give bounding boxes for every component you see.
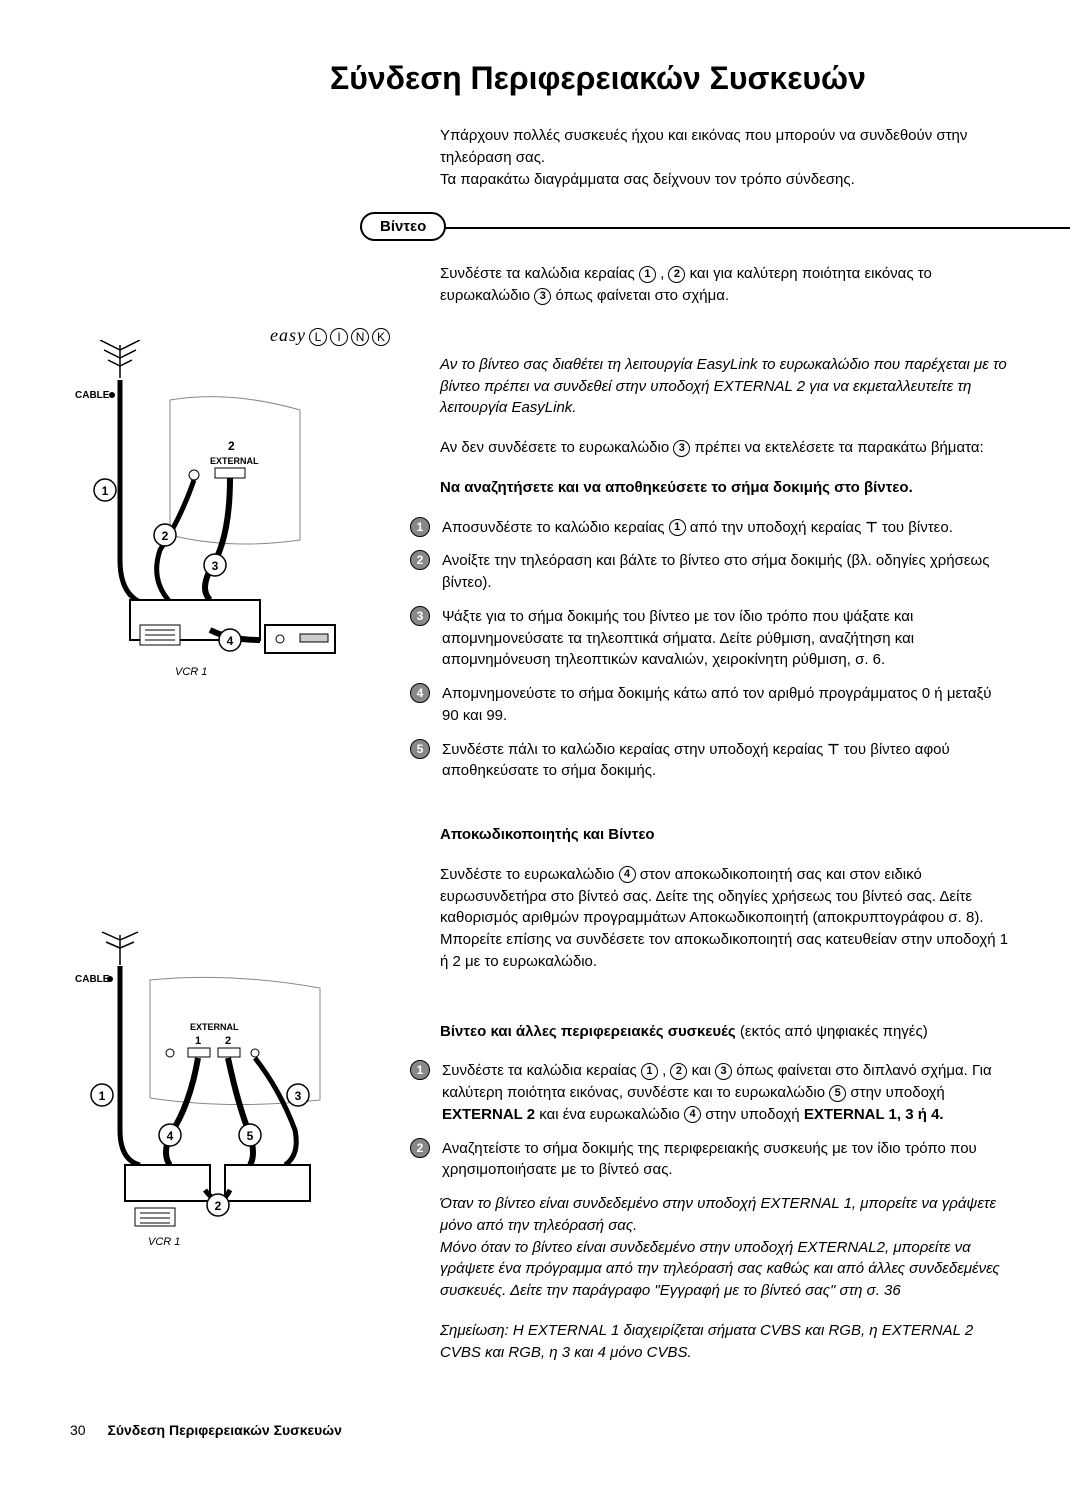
others-heading: Βίντεο και άλλες περιφερειακές συσκευές … — [440, 1021, 1010, 1043]
d1-m4: 4 — [227, 634, 234, 648]
marker-2-icon: 2 — [668, 266, 685, 283]
o1-m5-icon: 5 — [829, 1085, 846, 1102]
antenna-socket-icon: ⊤ — [866, 517, 878, 537]
others-heading-b: (εκτός από ψηφιακές πηγές) — [740, 1023, 928, 1040]
d1-m3: 3 — [212, 559, 219, 573]
decoder-p: Συνδέστε το ευρωκαλώδιο 4 στον αποκωδικο… — [440, 864, 1010, 973]
step1-c: του βίντεο. — [882, 519, 953, 536]
page-footer: 30 Σύνδεση Περιφερειακών Συσκευών — [70, 1422, 342, 1438]
others-heading-a: Βίντεο και άλλες περιφερειακές συσκευές — [440, 1023, 740, 1040]
video-p4: Να αναζητήσετε και να αποθηκεύσετε το σή… — [440, 477, 1010, 499]
decoder-heading: Αποκωδικοποιητής και Βίντεο — [440, 824, 1010, 846]
step1-b: από την υποδοχή κεραίας — [690, 519, 866, 536]
d1-m1: 1 — [102, 484, 109, 498]
step3-text: Ψάξτε για το σήμα δοκιμής του βίντεο με … — [442, 606, 1010, 671]
others-note1: Όταν το βίντεο είναι συνδεδεμένο στην υπ… — [440, 1193, 1010, 1302]
d2-external: EXTERNAL — [190, 1022, 239, 1032]
video-steps: 1 Αποσυνδέστε το καλώδιο κεραίας 1 από τ… — [410, 517, 1010, 783]
o1-b: , — [662, 1062, 670, 1079]
step-marker-3-icon: 3 — [410, 606, 430, 626]
d2-cable-label: CABLE — [75, 974, 110, 985]
page-number: 30 — [70, 1422, 86, 1438]
d2-vcr: VCR 1 — [148, 1236, 180, 1248]
video-step-1: 1 Αποσυνδέστε το καλώδιο κεραίας 1 από τ… — [410, 517, 1010, 539]
video-p3-b: πρέπει να εκτελέσετε τα παρακάτω βήματα: — [695, 439, 984, 456]
o1-m1-icon: 1 — [641, 1063, 658, 1080]
video-p3: Αν δεν συνδέσετε το ευρωκαλώδιο 3 πρέπει… — [440, 437, 1010, 459]
diagram2-svg-icon: CABLE EXTERNAL 1 2 1 3 4 5 2 — [70, 930, 350, 1270]
section-tab-video: Βίντεο — [360, 212, 446, 241]
o1-f: και ένα ευρωκαλώδιο — [539, 1106, 684, 1123]
d2-m5: 5 — [247, 1129, 254, 1143]
o1-c: και — [692, 1062, 716, 1079]
video-step-3: 3 Ψάξτε για το σήμα δοκιμής του βίντεο μ… — [410, 606, 1010, 671]
step5-a: Συνδέστε πάλι το καλώδιο κεραίας στην υπ… — [442, 741, 827, 758]
d2-m4: 4 — [167, 1129, 174, 1143]
video-step-5: 5 Συνδέστε πάλι το καλώδιο κεραίας στην … — [410, 739, 1010, 783]
d1-m2: 2 — [162, 529, 169, 543]
o1-g: στην υποδοχή — [705, 1106, 804, 1123]
intro-line-2: Τα παρακάτω διαγράμματα σας δείχνουν τον… — [440, 169, 1010, 191]
d1-port2: 2 — [228, 439, 235, 453]
video-p1-b: , — [660, 265, 668, 282]
others-steps: 1 Συνδέστε τα καλώδια κεραίας 1 , 2 και … — [410, 1060, 1010, 1181]
others-note2: Σημείωση: Η EXTERNAL 1 διαχειρίζεται σήμ… — [440, 1320, 1010, 1364]
d2-m2: 2 — [215, 1199, 222, 1213]
video-step-4: 4 Απομνημονεύστε το σήμα δοκιμής κάτω απ… — [410, 683, 1010, 727]
o1-m4-icon: 4 — [684, 1106, 701, 1123]
easylink-label: easy L I N K — [270, 325, 1010, 346]
intro-block: Υπάρχουν πολλές συσκευές ήχου και εικόνα… — [440, 125, 1010, 190]
page-title: Σύνδεση Περιφερειακών Συσκευών — [330, 60, 1010, 97]
video-p3-a: Αν δεν συνδέσετε το ευρωκαλώδιο — [440, 439, 673, 456]
easylink-N-icon: N — [351, 328, 369, 346]
step1-a: Αποσυνδέστε το καλώδιο κεραίας — [442, 519, 669, 536]
marker-1-icon: 1 — [639, 266, 656, 283]
video-p1: Συνδέστε τα καλώδια κεραίας 1 , 2 και γι… — [440, 263, 1010, 307]
footer-title: Σύνδεση Περιφερειακών Συσκευών — [107, 1422, 341, 1438]
d1-cable-label: CABLE — [75, 390, 110, 401]
decoder-p-a: Συνδέστε το ευρωκαλώδιο — [440, 866, 619, 883]
d1-external: EXTERNAL — [210, 456, 259, 466]
video-p2: Αν το βίντεο σας διαθέτει τη λειτουργία … — [440, 354, 1010, 419]
d2-m1: 1 — [99, 1089, 106, 1103]
step4-text: Απομνημονεύστε το σήμα δοκιμής κάτω από … — [442, 683, 1010, 727]
section-tab-row: Βίντεο — [360, 212, 1010, 241]
o1-a: Συνδέστε τα καλώδια κεραίας — [442, 1062, 641, 1079]
o1-m3-icon: 3 — [715, 1063, 732, 1080]
marker-3-icon: 3 — [534, 288, 551, 305]
connection-diagram-2: CABLE EXTERNAL 1 2 1 3 4 5 2 — [70, 930, 350, 1270]
step-marker-5-icon: 5 — [410, 739, 430, 759]
easylink-K-icon: K — [372, 328, 390, 346]
others-step-2: 2 Αναζητείστε το σήμα δοκιμής της περιφε… — [410, 1138, 1010, 1182]
d1-vcr: VCR 1 — [175, 666, 207, 678]
video-step-2: 2 Ανοίξτε την τηλεόραση και βάλτε το βίν… — [410, 550, 1010, 594]
step2-text: Ανοίξτε την τηλεόραση και βάλτε το βίντε… — [442, 550, 1010, 594]
o1-ext134: EXTERNAL 1, 3 ή 4. — [804, 1106, 944, 1123]
video-p1-a: Συνδέστε τα καλώδια κεραίας — [440, 265, 639, 282]
o1-m2-icon: 2 — [670, 1063, 687, 1080]
connection-diagram-1: CABLE 2 EXTERNAL 1 2 3 4 VCR 1 — [70, 340, 350, 720]
intro-line-1: Υπάρχουν πολλές συσκευές ήχου και εικόνα… — [440, 125, 1010, 169]
antenna-socket-2-icon: ⊤ — [827, 739, 839, 759]
o2-text: Αναζητείστε το σήμα δοκιμής της περιφερε… — [442, 1138, 1010, 1182]
o1-e: στην υποδοχή — [850, 1084, 944, 1101]
ostep-marker-2-icon: 2 — [410, 1138, 430, 1158]
step-marker-2-icon: 2 — [410, 550, 430, 570]
decoder-m4-icon: 4 — [619, 866, 636, 883]
diagram1-svg-icon: CABLE 2 EXTERNAL 1 2 3 4 VCR 1 — [70, 340, 350, 720]
step1-m1-icon: 1 — [669, 519, 686, 536]
step-marker-4-icon: 4 — [410, 683, 430, 703]
others-step-1: 1 Συνδέστε τα καλώδια κεραίας 1 , 2 και … — [410, 1060, 1010, 1125]
d2-m3: 3 — [295, 1089, 302, 1103]
d2-p1: 1 — [195, 1035, 201, 1047]
ostep-marker-1-icon: 1 — [410, 1060, 430, 1080]
step-marker-1-icon: 1 — [410, 517, 430, 537]
section-rule — [360, 227, 1070, 229]
video-p2-text: Αν το βίντεο σας διαθέτει τη λειτουργία … — [440, 356, 1007, 417]
d2-p2: 2 — [225, 1035, 231, 1047]
o1-ext2: EXTERNAL 2 — [442, 1106, 535, 1123]
marker-3b-icon: 3 — [673, 440, 690, 457]
video-p1-d: όπως φαίνεται στο σχήμα. — [555, 287, 729, 304]
